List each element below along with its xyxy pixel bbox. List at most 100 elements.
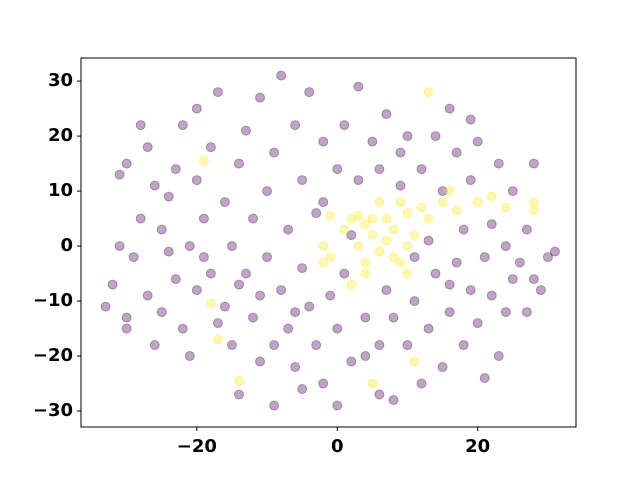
point xyxy=(290,362,301,373)
point xyxy=(367,378,378,389)
point xyxy=(360,268,371,279)
point xyxy=(290,120,301,131)
point xyxy=(346,213,357,224)
point xyxy=(388,252,399,263)
point xyxy=(177,120,188,131)
point xyxy=(528,197,539,208)
point xyxy=(479,373,490,384)
point xyxy=(205,298,216,309)
point xyxy=(170,164,181,175)
point xyxy=(212,87,223,98)
point xyxy=(402,268,413,279)
point xyxy=(402,131,413,142)
point xyxy=(283,323,294,334)
point xyxy=(332,400,343,411)
point xyxy=(191,175,202,186)
point xyxy=(311,208,322,219)
point xyxy=(198,155,209,166)
point xyxy=(339,268,350,279)
point xyxy=(367,230,378,241)
point xyxy=(128,252,139,263)
point xyxy=(381,109,392,120)
point xyxy=(402,208,413,219)
point xyxy=(311,340,322,351)
point xyxy=(135,120,146,131)
point xyxy=(205,142,216,153)
point xyxy=(423,213,434,224)
x-tick-label: 20 xyxy=(465,436,490,457)
point xyxy=(283,224,294,235)
point xyxy=(297,175,308,186)
point xyxy=(444,307,455,318)
point xyxy=(121,158,132,169)
point xyxy=(276,285,287,296)
point xyxy=(493,158,504,169)
point xyxy=(409,252,420,263)
point xyxy=(212,318,223,329)
point xyxy=(542,252,553,263)
point xyxy=(219,197,230,208)
point xyxy=(241,268,251,279)
point xyxy=(219,301,230,312)
point xyxy=(472,136,483,147)
point xyxy=(444,103,455,114)
y-tick-label: 10 xyxy=(48,180,73,201)
point xyxy=(297,263,308,274)
point xyxy=(402,340,413,351)
point xyxy=(233,389,244,400)
point xyxy=(142,142,153,153)
point xyxy=(360,351,371,362)
point xyxy=(528,274,539,285)
point xyxy=(465,285,476,296)
point xyxy=(198,252,209,263)
point xyxy=(514,257,525,268)
point xyxy=(142,290,153,301)
point xyxy=(325,290,336,301)
point xyxy=(318,197,329,208)
plot-frame xyxy=(80,57,577,428)
point xyxy=(156,307,167,318)
point xyxy=(290,307,301,318)
point xyxy=(437,186,448,197)
point xyxy=(100,301,111,312)
point xyxy=(381,235,392,246)
point xyxy=(507,186,518,197)
point xyxy=(248,312,259,323)
point xyxy=(374,389,385,400)
point xyxy=(156,224,167,235)
point xyxy=(353,175,364,186)
point xyxy=(149,180,160,191)
y-tick-label: −30 xyxy=(33,400,73,421)
point xyxy=(184,241,195,252)
point xyxy=(255,356,266,367)
point xyxy=(465,114,476,125)
point xyxy=(360,312,371,323)
point xyxy=(191,103,202,114)
point xyxy=(114,241,125,252)
point xyxy=(107,279,118,290)
point xyxy=(486,191,497,202)
point xyxy=(233,279,244,290)
point xyxy=(135,213,146,224)
point xyxy=(353,210,364,221)
point xyxy=(339,224,350,235)
point xyxy=(269,147,280,158)
point xyxy=(479,252,490,263)
point xyxy=(255,92,266,103)
point xyxy=(241,125,251,136)
point xyxy=(121,312,132,323)
point xyxy=(528,158,539,169)
point xyxy=(472,318,483,329)
point xyxy=(409,356,420,367)
point xyxy=(486,290,497,301)
point xyxy=(114,169,125,180)
point xyxy=(163,246,174,257)
point xyxy=(233,375,244,386)
x-tick-label: −20 xyxy=(177,436,217,457)
point xyxy=(374,197,385,208)
point xyxy=(416,378,427,389)
point xyxy=(521,224,532,235)
y-tick-label: 20 xyxy=(48,125,73,146)
point xyxy=(486,219,497,230)
point xyxy=(325,210,336,221)
